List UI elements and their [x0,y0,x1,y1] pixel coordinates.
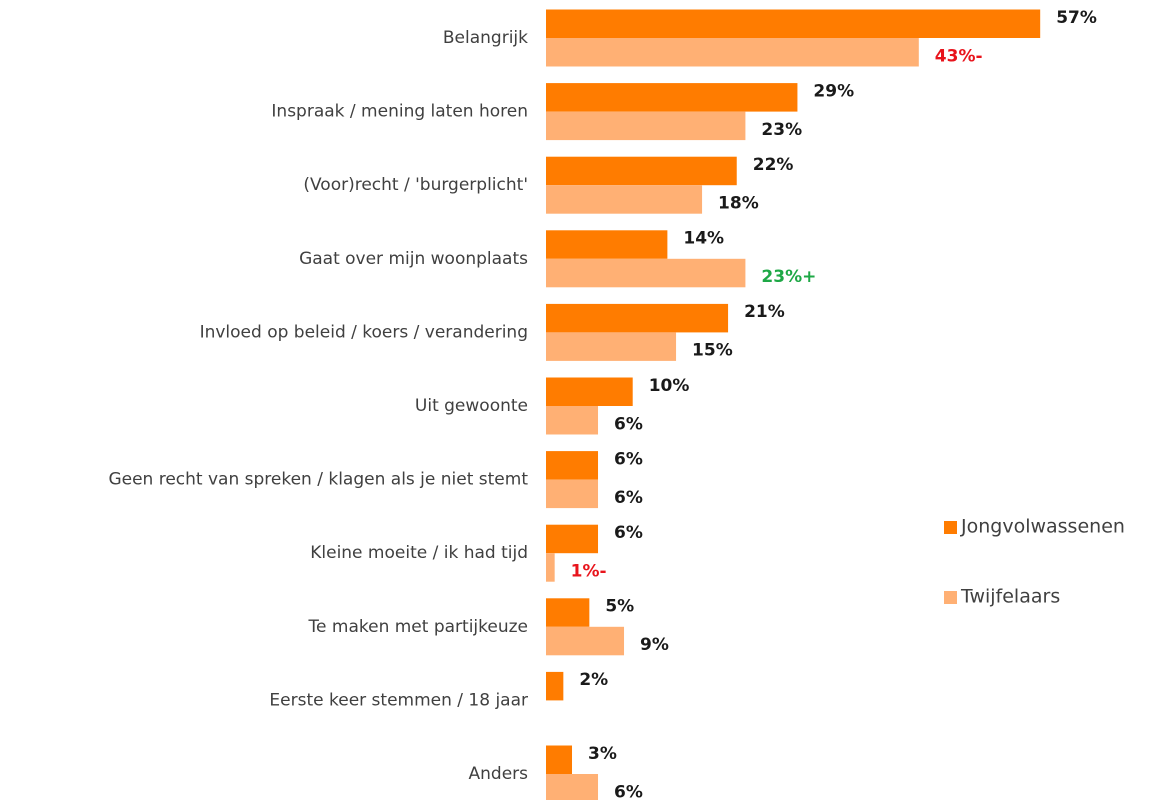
value-label: 3% [588,744,617,764]
bar [546,111,746,141]
bar [546,83,798,112]
value-label: 6% [614,414,643,434]
category-label: (Voor)recht / 'burgerplicht' [303,175,528,195]
value-label: 6% [614,488,643,508]
value-label: 23%+ [761,267,816,287]
category-label: Gaat over mijn woonplaats [299,249,528,269]
value-label: 6% [614,782,643,800]
value-label: 1%- [571,561,607,581]
category-label: Te maken met partijkeuze [308,617,528,637]
bar [546,230,668,259]
value-label: 18% [718,193,759,213]
category-label: Invloed op beleid / koers / verandering [200,322,528,342]
value-label: 2% [579,670,608,690]
legend-swatch [944,521,957,534]
bar [546,185,703,214]
value-label: 57% [1056,8,1097,28]
value-label: 43%- [935,46,983,66]
bar [546,258,746,288]
value-label: 10% [649,376,690,396]
value-label: 23% [761,120,802,140]
legend-label: Jongvolwassenen [960,516,1125,538]
category-label: Anders [469,764,529,784]
bar [546,626,625,656]
bar [546,332,677,361]
bar [546,377,633,406]
bar [546,671,564,701]
bar [546,406,599,435]
bar [546,774,599,800]
value-label: 6% [614,449,643,469]
category-label: Kleine moeite / ik had tijd [310,543,528,563]
bar [546,553,555,582]
legend-label: Twijfelaars [960,586,1060,608]
value-label: 15% [692,341,733,361]
value-label: 21% [744,302,785,322]
legend-swatch [944,591,957,604]
value-label: 9% [640,635,669,655]
bar [546,303,729,333]
bar [546,598,590,627]
category-label: Geen recht van spreken / klagen als je n… [108,470,528,490]
bar [546,524,599,554]
bar [546,745,573,774]
bar [546,451,599,480]
value-label: 22% [753,155,794,175]
category-label: Uit gewoonte [415,396,528,416]
category-label: Eerste keer stemmen / 18 jaar [269,690,528,710]
bar [546,156,737,186]
category-label: Inspraak / mening laten horen [271,102,528,122]
value-label: 5% [605,597,634,617]
value-label: 29% [813,81,854,101]
bar [546,479,599,509]
value-label: 14% [683,229,724,249]
value-label: 6% [614,523,643,543]
bar [546,9,1041,38]
bar [546,38,919,67]
category-label: Belangrijk [443,28,528,48]
